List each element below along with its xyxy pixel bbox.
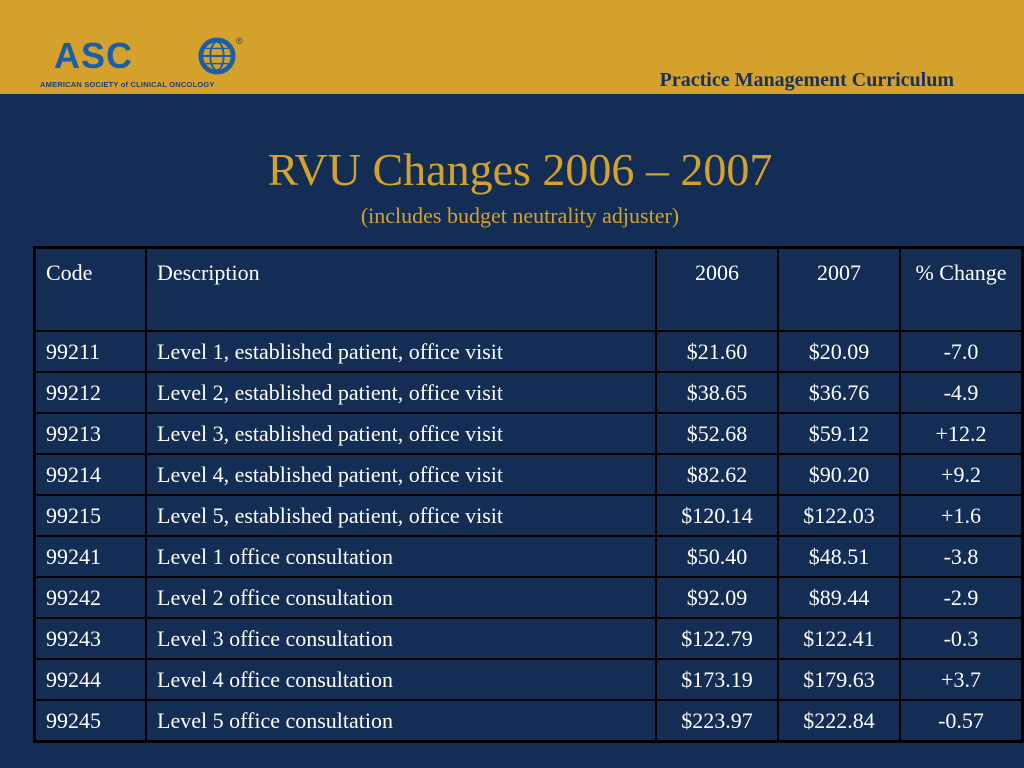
cell-description: Level 5, established patient, office vis… [145, 494, 657, 537]
table-row: 99242 Level 2 office consultation $92.09… [33, 576, 1024, 619]
table-row: 99213 Level 3, established patient, offi… [33, 412, 1024, 455]
cell-description: Level 1, established patient, office vis… [145, 330, 657, 373]
cell-2006: $50.40 [655, 535, 779, 578]
cell-description: Level 3 office consultation [145, 617, 657, 660]
cell-2007: $20.09 [777, 330, 901, 373]
cell-percent-change: -0.3 [899, 617, 1024, 660]
cell-description: Level 1 office consultation [145, 535, 657, 578]
cell-percent-change: -7.0 [899, 330, 1024, 373]
cell-percent-change: +3.7 [899, 658, 1024, 701]
cell-code: 99215 [33, 494, 147, 537]
table-header-row: Code Description 2006 2007 % Change [33, 246, 1024, 332]
header-2006: 2006 [655, 246, 779, 332]
cell-2007: $122.03 [777, 494, 901, 537]
cell-code: 99241 [33, 535, 147, 578]
registered-mark: ® [236, 36, 243, 46]
cell-2006: $122.79 [655, 617, 779, 660]
cell-description: Level 3, established patient, office vis… [145, 412, 657, 455]
table-row: 99212 Level 2, established patient, offi… [33, 371, 1024, 414]
cell-2007: $222.84 [777, 699, 901, 743]
table-row: 99211 Level 1, established patient, offi… [33, 330, 1024, 373]
cell-2007: $90.20 [777, 453, 901, 496]
header-description: Description [145, 246, 657, 332]
globe-icon [198, 37, 236, 75]
table-row: 99245 Level 5 office consultation $223.9… [33, 699, 1024, 743]
cell-code: 99244 [33, 658, 147, 701]
cell-code: 99211 [33, 330, 147, 373]
table-row: 99244 Level 4 office consultation $173.1… [33, 658, 1024, 701]
curriculum-label: Practice Management Curriculum [659, 69, 954, 91]
table-row: 99214 Level 4, established patient, offi… [33, 453, 1024, 496]
cell-2007: $179.63 [777, 658, 901, 701]
logo-subtitle: AMERICAN SOCIETY of CLINICAL ONCOLOGY [40, 80, 215, 89]
cell-2006: $52.68 [655, 412, 779, 455]
table-row: 99243 Level 3 office consultation $122.7… [33, 617, 1024, 660]
slide-subtitle: (includes budget neutrality adjuster) [360, 203, 680, 228]
cell-code: 99242 [33, 576, 147, 619]
cell-code: 99243 [33, 617, 147, 660]
cell-percent-change: -0.57 [899, 699, 1024, 743]
cell-percent-change: +1.6 [899, 494, 1024, 537]
cell-2006: $173.19 [655, 658, 779, 701]
cell-percent-change: -4.9 [899, 371, 1024, 414]
asco-logo: ASC ® AMERICAN SOCIETY of CLINICAL ONCOL… [40, 35, 252, 94]
header-code: Code [33, 246, 147, 332]
cell-2006: $21.60 [655, 330, 779, 373]
header-bar: ASC ® AMERICAN SOCIETY of CLINICAL ONCOL… [0, 0, 1024, 94]
cell-percent-change: -3.8 [899, 535, 1024, 578]
cell-2006: $223.97 [655, 699, 779, 743]
cell-percent-change: -2.9 [899, 576, 1024, 619]
cell-2006: $120.14 [655, 494, 779, 537]
header-2007: 2007 [777, 246, 901, 332]
cell-2007: $48.51 [777, 535, 901, 578]
cell-description: Level 4 office consultation [145, 658, 657, 701]
cell-percent-change: +12.2 [899, 412, 1024, 455]
cell-code: 99213 [33, 412, 147, 455]
cell-description: Level 2 office consultation [145, 576, 657, 619]
logo-wordmark: ASC [54, 35, 134, 76]
cell-2006: $82.62 [655, 453, 779, 496]
table-row: 99215 Level 5, established patient, offi… [33, 494, 1024, 537]
cell-code: 99214 [33, 453, 147, 496]
cell-code: 99245 [33, 699, 147, 743]
cell-description: Level 4, established patient, office vis… [145, 453, 657, 496]
cell-description: Level 5 office consultation [145, 699, 657, 743]
cell-2007: $89.44 [777, 576, 901, 619]
cell-2007: $36.76 [777, 371, 901, 414]
cell-2007: $122.41 [777, 617, 901, 660]
cell-2007: $59.12 [777, 412, 901, 455]
table-row: 99241 Level 1 office consultation $50.40… [33, 535, 1024, 578]
header-percent-change: % Change [899, 246, 1024, 332]
cell-percent-change: +9.2 [899, 453, 1024, 496]
slide-title: RVU Changes 2006 – 2007 [267, 144, 773, 195]
cell-code: 99212 [33, 371, 147, 414]
rvu-table: Code Description 2006 2007 % Change 9921… [33, 246, 1024, 743]
cell-description: Level 2, established patient, office vis… [145, 371, 657, 414]
cell-2006: $38.65 [655, 371, 779, 414]
cell-2006: $92.09 [655, 576, 779, 619]
